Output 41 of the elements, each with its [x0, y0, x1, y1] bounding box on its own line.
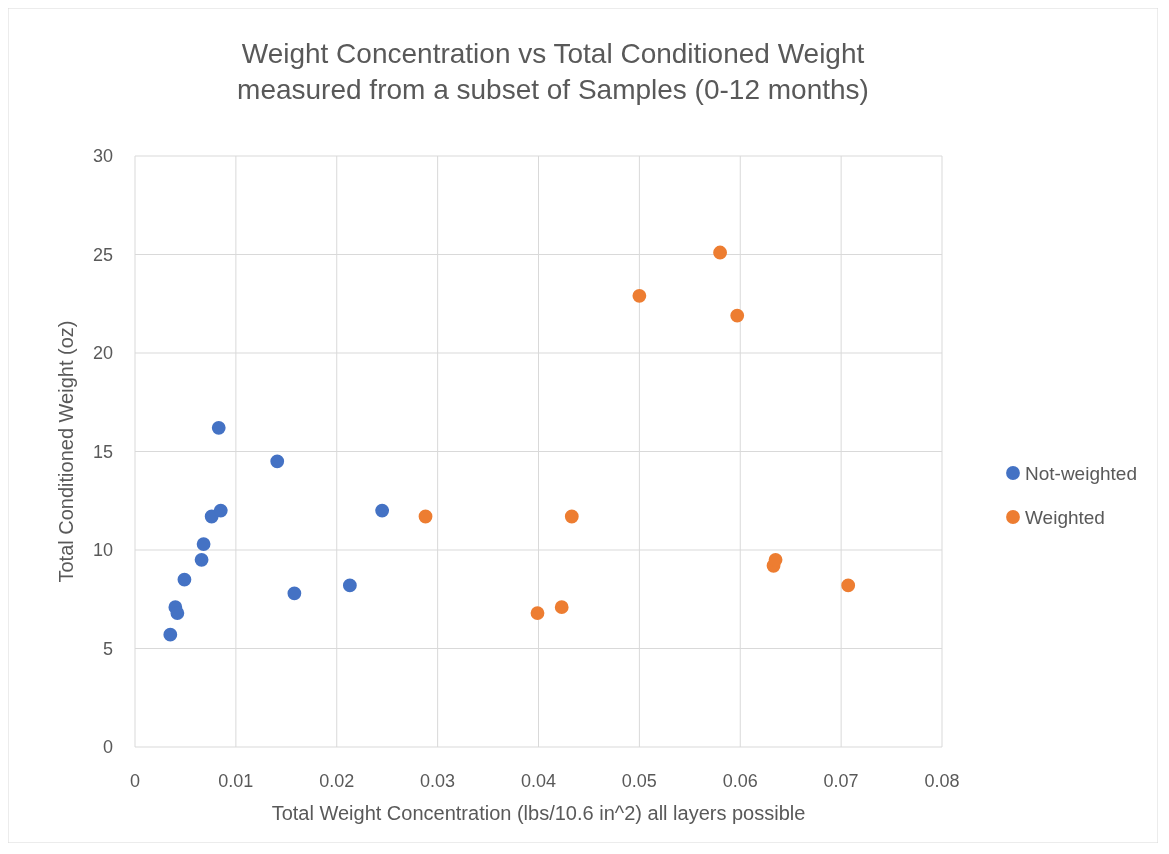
x-tick-label: 0.07: [823, 771, 859, 791]
point: [342, 578, 357, 593]
point: [632, 288, 647, 303]
x-axis-title: Total Weight Concentration (lbs/10.6 in^2) all layers possible: [271, 802, 806, 824]
point: [375, 503, 390, 518]
point: [213, 503, 228, 518]
y-tick-label: 20: [92, 343, 113, 363]
point: [841, 578, 856, 593]
y-tick-label: 0: [102, 737, 113, 757]
point: [170, 606, 185, 620]
x-tick-label: 0.08: [924, 771, 960, 791]
point: [730, 308, 745, 323]
x-tick-label: 0: [129, 771, 141, 791]
point: [713, 245, 727, 260]
x-tick-label: 0.06: [722, 771, 758, 791]
point: [211, 420, 226, 435]
y-tick-label: 5: [102, 638, 113, 659]
point: [163, 627, 178, 642]
x-tick-label: 0.05: [621, 771, 657, 791]
point: [177, 572, 192, 587]
legend-label: Weighted: [1025, 507, 1105, 528]
x-tick-label: 0.04: [520, 771, 557, 791]
x-tick-label: 0.03: [420, 771, 456, 791]
point: [564, 509, 579, 524]
x-tick-label: 0.02: [319, 771, 355, 791]
point: [554, 600, 569, 615]
chart-title: Weight Concentration vs Total Conditioned Weight measured from a subset of Samples (0-12 months): [237, 38, 869, 105]
point: [418, 509, 433, 524]
y-tick-label: 30: [92, 146, 113, 166]
point: [530, 606, 545, 620]
point: [270, 454, 285, 469]
y-tick-label: 10: [92, 540, 113, 560]
x-tick-label: 0.01: [218, 771, 254, 791]
point: [287, 586, 302, 601]
y-tick-label: 15: [92, 441, 113, 462]
legend-label: Not-weighted: [1025, 463, 1137, 484]
y-axis-title: Total Conditioned Weight (oz): [55, 320, 77, 583]
point: [768, 552, 783, 567]
y-tick-label: 25: [92, 244, 113, 265]
point: [196, 537, 211, 551]
point: [194, 552, 209, 567]
